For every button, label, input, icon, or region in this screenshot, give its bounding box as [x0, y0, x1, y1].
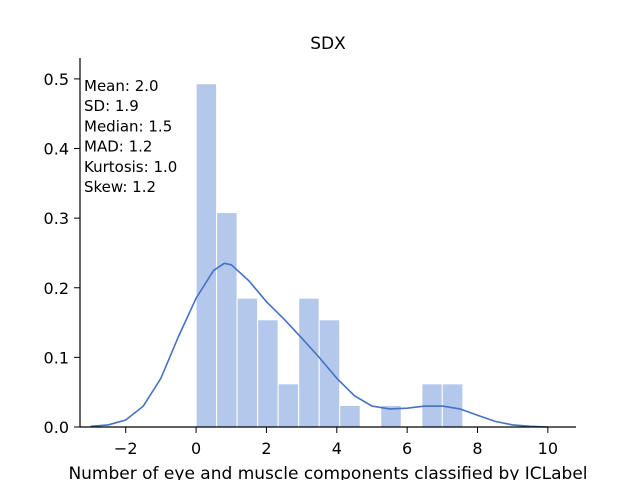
stats-annotation: Mean: 2.0 SD: 1.9 Median: 1.5 MAD: 1.2 Kurto… — [84, 77, 177, 196]
chart-title: SDX — [310, 34, 346, 54]
x-tick-label: −2 — [114, 439, 138, 458]
histogram-bar — [236, 297, 259, 428]
x-tick-label: 0 — [191, 439, 201, 458]
y-tick-label: 0.5 — [44, 70, 69, 89]
y-tick-label: 0.3 — [44, 209, 69, 228]
y-tick-label: 0.1 — [44, 348, 69, 367]
x-tick-label: 10 — [538, 439, 558, 458]
y-tick-label: 0.4 — [44, 140, 69, 159]
histogram-bar — [257, 319, 279, 428]
stats-line: MAD: 1.2 — [84, 138, 152, 156]
x-tick-label: 2 — [261, 439, 271, 458]
x-tick-label: 6 — [402, 439, 412, 458]
x-axis-label: Number of eye and muscle components clas… — [68, 464, 587, 480]
y-tick-label: 0.2 — [44, 279, 69, 298]
y-ticks: 0.0 0.1 0.2 0.3 0.4 0.5 — [44, 70, 80, 437]
stats-line: SD: 1.9 — [84, 97, 139, 115]
histogram-bar — [195, 83, 218, 428]
histogram-bars — [195, 83, 464, 428]
histogram-bar — [216, 212, 238, 428]
histogram-bar — [441, 383, 464, 428]
stats-line: Median: 1.5 — [84, 117, 172, 135]
x-ticks: −2 0 2 4 6 8 10 — [114, 427, 558, 458]
histogram-bar — [318, 319, 341, 428]
x-tick-label: 4 — [332, 439, 342, 458]
y-tick-label: 0.0 — [44, 418, 69, 437]
histogram-bar — [277, 383, 300, 428]
stats-line: Kurtosis: 1.0 — [84, 158, 177, 176]
histogram-bar — [298, 297, 320, 428]
x-tick-label: 8 — [472, 439, 482, 458]
kde-line — [90, 262, 548, 428]
axes: −2 0 2 4 6 8 10 0.0 0.1 0.2 0.3 0.4 0.5 — [44, 58, 576, 458]
stats-line: Skew: 1.2 — [84, 178, 156, 196]
histogram-bar — [339, 404, 361, 428]
stats-line: Mean: 2.0 — [84, 77, 159, 95]
